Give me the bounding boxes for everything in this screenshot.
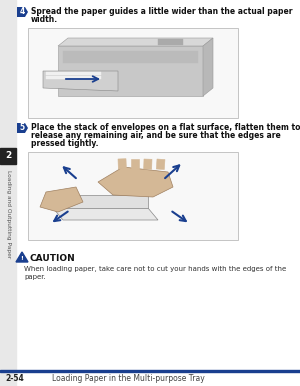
Text: paper.: paper. [24, 274, 46, 280]
Bar [63, 51, 198, 63]
Bar [156, 159, 165, 169]
Polygon shape [203, 38, 213, 96]
Text: pressed tightly.: pressed tightly. [31, 139, 98, 148]
Text: Loading Paper in the Multi-purpose Tray: Loading Paper in the Multi-purpose Tray [52, 374, 205, 383]
Polygon shape [16, 252, 28, 262]
Text: 4: 4 [20, 7, 25, 17]
Polygon shape [98, 167, 173, 197]
Bar [0, 0, 16, 386]
Text: Loading and Outputting Paper: Loading and Outputting Paper [5, 170, 10, 258]
Text: 2: 2 [5, 151, 11, 161]
Text: Spread the paper guides a little wider than the actual paper: Spread the paper guides a little wider t… [31, 7, 292, 16]
Polygon shape [58, 46, 203, 96]
Bar [131, 159, 139, 169]
Bar [158, 39, 183, 45]
Polygon shape [43, 71, 118, 91]
Bar [28, 28, 238, 118]
Bar [0, 148, 16, 164]
Polygon shape [17, 7, 28, 17]
Bar [118, 159, 126, 169]
Text: 2-54: 2-54 [5, 374, 24, 383]
Polygon shape [58, 38, 213, 46]
Polygon shape [53, 195, 148, 208]
Text: !: ! [21, 257, 23, 261]
Polygon shape [17, 123, 28, 133]
Text: width.: width. [31, 15, 58, 24]
Text: When loading paper, take care not to cut your hands with the edges of the: When loading paper, take care not to cut… [24, 266, 286, 272]
Text: Place the stack of envelopes on a flat surface, flatten them to: Place the stack of envelopes on a flat s… [31, 123, 300, 132]
Bar [144, 159, 152, 169]
Text: 5: 5 [20, 124, 25, 132]
Text: CAUTION: CAUTION [30, 254, 76, 263]
Polygon shape [40, 187, 83, 212]
Text: release any remaining air, and be sure that the edges are: release any remaining air, and be sure t… [31, 131, 281, 140]
Bar [0, 370, 300, 372]
Polygon shape [53, 208, 158, 220]
Bar [28, 152, 238, 240]
Bar [46, 72, 101, 75]
Bar [46, 76, 101, 79]
